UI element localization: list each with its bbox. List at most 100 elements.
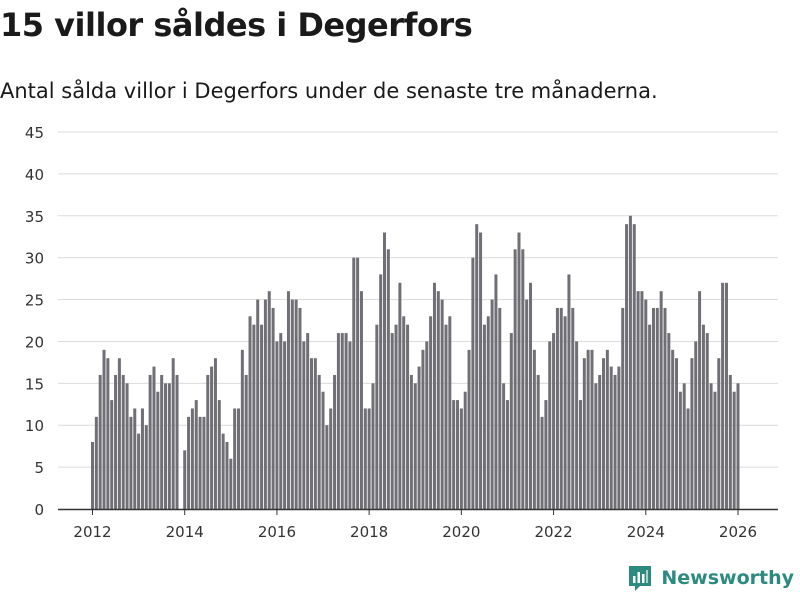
newsworthy-logo: Newsworthy [627, 564, 794, 592]
bar-2015-03 [237, 408, 241, 509]
bar-2015-12 [271, 307, 275, 509]
bar-2021-11 [544, 400, 548, 509]
bar-2019-06 [432, 282, 436, 509]
bar-2013-10 [171, 358, 175, 509]
bar-2025-08 [717, 358, 721, 509]
bar-2020-10 [494, 274, 498, 509]
bar-2025-05 [705, 333, 709, 509]
bar-2024-08 [671, 349, 675, 509]
bar-2015-09 [260, 324, 264, 509]
bar-2025-01 [690, 358, 694, 509]
bar-2014-05 [198, 416, 202, 509]
highlight-data-label: 15 [733, 115, 751, 119]
bar-2014-06 [202, 416, 206, 509]
bar-2014-12 [225, 441, 229, 509]
bar-2017-06 [340, 333, 344, 509]
bar-2013-03 [144, 425, 148, 509]
bar-2021-10 [540, 416, 544, 509]
bar-2024-06 [663, 307, 667, 509]
x-tick-label-2024: 2024 [627, 523, 665, 541]
bar-2017-07 [344, 333, 348, 509]
bar-2020-02 [463, 391, 467, 509]
x-tick-label-2012: 2012 [73, 523, 111, 541]
bar-2021-09 [536, 374, 540, 509]
bar-2025-12 [732, 391, 736, 509]
bar-2017-09 [352, 257, 356, 509]
bar-2023-10 [632, 224, 636, 509]
bar-2017-01 [321, 391, 325, 509]
bar-2012-08 [117, 358, 121, 509]
y-tick-label-10: 10 [25, 417, 44, 435]
bar-2025-06 [709, 383, 713, 509]
bar-2020-11 [498, 307, 502, 509]
bar-2022-08 [578, 400, 582, 509]
bar-2014-07 [206, 374, 210, 509]
bar-2025-10 [724, 282, 728, 509]
bar-2018-11 [406, 324, 410, 509]
bar-2018-09 [398, 282, 402, 509]
y-tick-label-20: 20 [25, 333, 44, 351]
bar-2013-02 [140, 408, 144, 509]
bar-2018-03 [375, 324, 379, 509]
bar-2014-02 [187, 416, 191, 509]
x-tick-label-2018: 2018 [350, 523, 388, 541]
bar-2013-11 [175, 374, 179, 509]
bar-2017-02 [325, 425, 329, 509]
bar-2016-09 [306, 333, 310, 509]
bar-2018-02 [371, 383, 375, 509]
bar-2016-05 [290, 299, 294, 509]
y-tick-label-15: 15 [25, 375, 44, 393]
bar-2021-08 [532, 349, 536, 509]
bar-2012-02 [94, 416, 98, 509]
bar-2022-01 [552, 333, 556, 509]
newsworthy-logo-text: Newsworthy [661, 567, 794, 589]
bar-2017-04 [333, 374, 337, 509]
bar-2020-01 [459, 408, 463, 509]
bar-2012-11 [129, 416, 133, 509]
bar-2019-03 [421, 349, 425, 509]
bar-2025-04 [701, 324, 705, 509]
bar-2025-02 [694, 341, 698, 509]
bar-2018-06 [386, 249, 390, 510]
bar-2016-08 [302, 341, 306, 509]
bar-2017-12 [363, 408, 367, 509]
bar-2021-05 [521, 249, 525, 510]
bar-2014-03 [190, 408, 194, 509]
newsworthy-logo-icon [629, 566, 652, 591]
y-tick-label-40: 40 [25, 166, 44, 184]
bar-2019-07 [436, 291, 440, 509]
bar-2021-07 [529, 282, 533, 509]
bar-2023-08 [625, 224, 629, 509]
bar-2012-04 [102, 349, 106, 509]
bar-2015-08 [256, 299, 260, 509]
bar-chart: 0 5 10 15 20 25 30 35 40 45 2012 2014 2016 2018 2020 20… [25, 115, 778, 541]
bar-2016-01 [275, 341, 279, 509]
bar-2017-10 [356, 257, 360, 509]
bar-2022-10 [586, 349, 590, 509]
bar-2015-01 [229, 458, 233, 509]
bar-2019-08 [440, 299, 444, 509]
bar-2022-06 [571, 307, 575, 509]
bar-2022-05 [567, 274, 571, 509]
bar-2015-02 [233, 408, 237, 509]
bar-2012-09 [121, 374, 125, 509]
bar-2017-11 [359, 291, 363, 509]
bar-2023-01 [598, 374, 602, 509]
bar-2018-04 [379, 274, 383, 509]
bar-2013-07 [160, 374, 164, 509]
bar-2024-09 [675, 358, 679, 509]
bar-2016-11 [313, 358, 317, 509]
x-tick-label-2022: 2022 [534, 523, 572, 541]
y-tick-label-30: 30 [25, 250, 44, 268]
bar-2013-04 [148, 374, 152, 509]
bar-2019-02 [417, 366, 421, 509]
bar-2020-03 [467, 349, 471, 509]
bar-2023-07 [621, 307, 625, 509]
bar-2022-07 [575, 341, 579, 509]
bar-2012-01 [91, 441, 94, 509]
bar-2025-09 [721, 282, 725, 509]
bar-2016-10 [310, 358, 314, 509]
bar-2017-05 [336, 333, 340, 509]
bar-2017-08 [348, 341, 352, 509]
bar-2024-02 [648, 324, 652, 509]
